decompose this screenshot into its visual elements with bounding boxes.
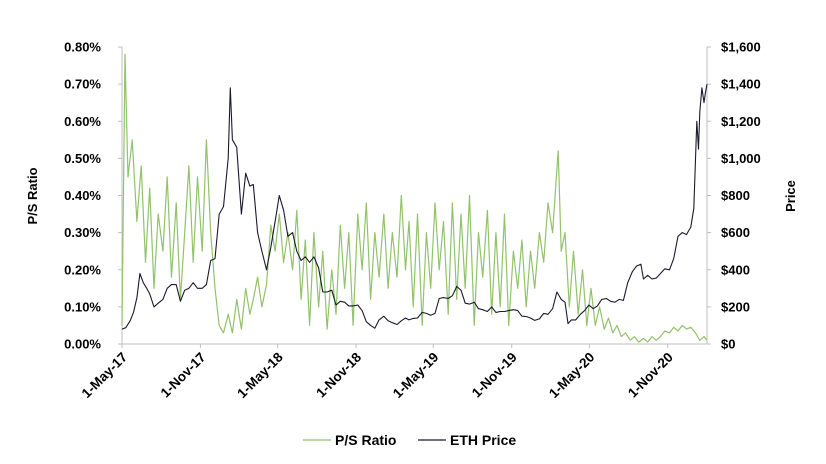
legend-label-eth-price: ETH Price bbox=[450, 432, 516, 448]
right-tick-label: $1,200 bbox=[721, 114, 761, 129]
right-tick-label: $1,400 bbox=[721, 77, 761, 92]
right-tick-label: $800 bbox=[721, 188, 750, 203]
x-tick-label: 1-Nov-17 bbox=[158, 350, 209, 401]
right-tick-label: $200 bbox=[721, 299, 750, 314]
left-tick-label: 0.30% bbox=[64, 225, 101, 240]
x-tick-label: 1-May-19 bbox=[390, 350, 441, 401]
x-tick-label: 1-May-17 bbox=[79, 350, 130, 401]
left-tick-label: 0.20% bbox=[64, 262, 101, 277]
right-y-ticks: $0 $200 $400 $600 $800 $1,000 $1,200 $1,400 $1,6… bbox=[707, 40, 761, 352]
right-tick-label: $0 bbox=[721, 337, 735, 352]
right-tick-label: $1,000 bbox=[721, 151, 761, 166]
legend-label-ps-ratio: P/S Ratio bbox=[335, 432, 396, 448]
x-tick-label: 1-Nov-19 bbox=[469, 350, 520, 401]
right-axis-title: Price bbox=[783, 180, 798, 212]
x-tick-label: 1-May-18 bbox=[234, 349, 286, 401]
left-tick-label: 0.40% bbox=[64, 188, 101, 203]
left-tick-label: 0.70% bbox=[64, 77, 101, 92]
series-lines bbox=[121, 53, 708, 343]
left-tick-label: 0.10% bbox=[64, 299, 101, 314]
right-tick-label: $600 bbox=[721, 225, 750, 240]
left-tick-label: 0.80% bbox=[64, 40, 101, 55]
right-tick-label: $400 bbox=[721, 262, 750, 277]
series-line-p-s-ratio bbox=[121, 53, 708, 343]
x-tick-label: 1-Nov-20 bbox=[625, 350, 676, 401]
x-tick-label: 1-May-20 bbox=[546, 350, 597, 401]
legend: P/S Ratio ETH Price bbox=[303, 432, 516, 448]
left-tick-label: 0.60% bbox=[64, 114, 101, 129]
left-tick-label: 0.00% bbox=[64, 337, 101, 352]
right-tick-label: $1,600 bbox=[721, 40, 761, 55]
left-axis-title: P/S Ratio bbox=[25, 167, 40, 224]
x-ticks: 1-May-17 1-Nov-17 1-May-18 1-Nov-18 1-May-19… bbox=[79, 344, 676, 401]
left-y-ticks: 0.00% 0.10% 0.20% 0.30% 0.40% 0.50% 0.60% 0.70%… bbox=[64, 40, 122, 352]
left-tick-label: 0.50% bbox=[64, 151, 101, 166]
series-line-eth-price bbox=[121, 84, 708, 330]
x-tick-label: 1-Nov-18 bbox=[313, 349, 364, 400]
